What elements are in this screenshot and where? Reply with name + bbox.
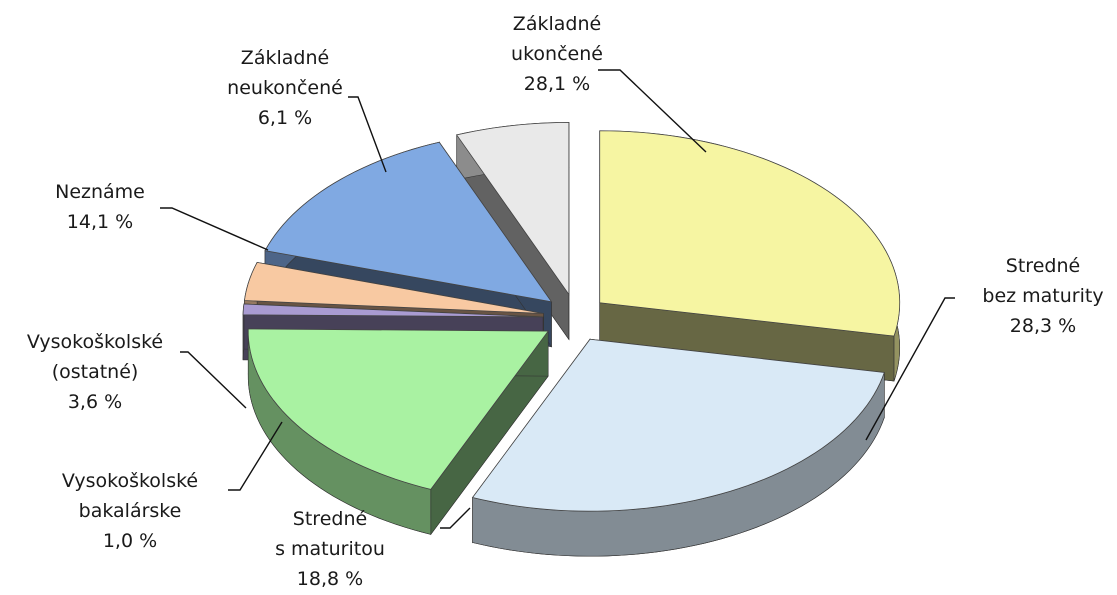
label-line: s maturitou: [275, 538, 385, 560]
value-label: 14,1 %: [67, 211, 133, 233]
leader-line: [180, 351, 247, 409]
slice: [242, 303, 544, 318]
value-label: 18,8 %: [297, 568, 363, 590]
label-line: Stredné: [1006, 255, 1080, 277]
value-label: 28,3 %: [1010, 315, 1076, 337]
value-label: 28,1 %: [524, 73, 590, 95]
label-line: neukončené: [227, 77, 343, 99]
slice: [264, 141, 553, 303]
label-line: Neznáme: [55, 181, 145, 203]
slice: [456, 122, 570, 296]
leader-line: [598, 69, 707, 153]
leader-line: [440, 507, 471, 529]
label-line: ukončené: [511, 43, 603, 65]
slice-label: Vysokoškolské bakalárske: [62, 470, 198, 522]
leader-line: [160, 207, 269, 251]
slice-label: Neznáme: [55, 181, 145, 203]
slice: [247, 328, 549, 490]
label-line: Základné: [241, 47, 329, 69]
label-line: Základné: [513, 13, 601, 35]
leader-line: [348, 96, 387, 173]
slice-label: Stredné bez maturity: [982, 255, 1103, 307]
label-line: Vysokoškolské: [27, 331, 163, 353]
value-label: 1,0 %: [103, 530, 157, 552]
value-label: 6,1 %: [258, 107, 312, 129]
label-line: bez maturity: [982, 285, 1103, 307]
slice: [243, 261, 544, 314]
label-line: Vysokoškolské: [62, 470, 198, 492]
slice-label: Stredné s maturitou: [275, 508, 385, 560]
leader-line: [228, 421, 283, 491]
value-label: 3,6 %: [68, 391, 122, 413]
slice: [599, 130, 901, 337]
slice-label: Základné neukončené: [227, 47, 343, 99]
label-line: bakalárske: [79, 500, 182, 522]
slice-label: Základné ukončené: [511, 13, 603, 65]
slice-label: Vysokoškolské (ostatné): [27, 331, 163, 383]
slice: [471, 338, 885, 512]
label-line: (ostatné): [52, 361, 139, 383]
leader-line: [865, 297, 955, 441]
label-line: Stredné: [293, 508, 367, 530]
